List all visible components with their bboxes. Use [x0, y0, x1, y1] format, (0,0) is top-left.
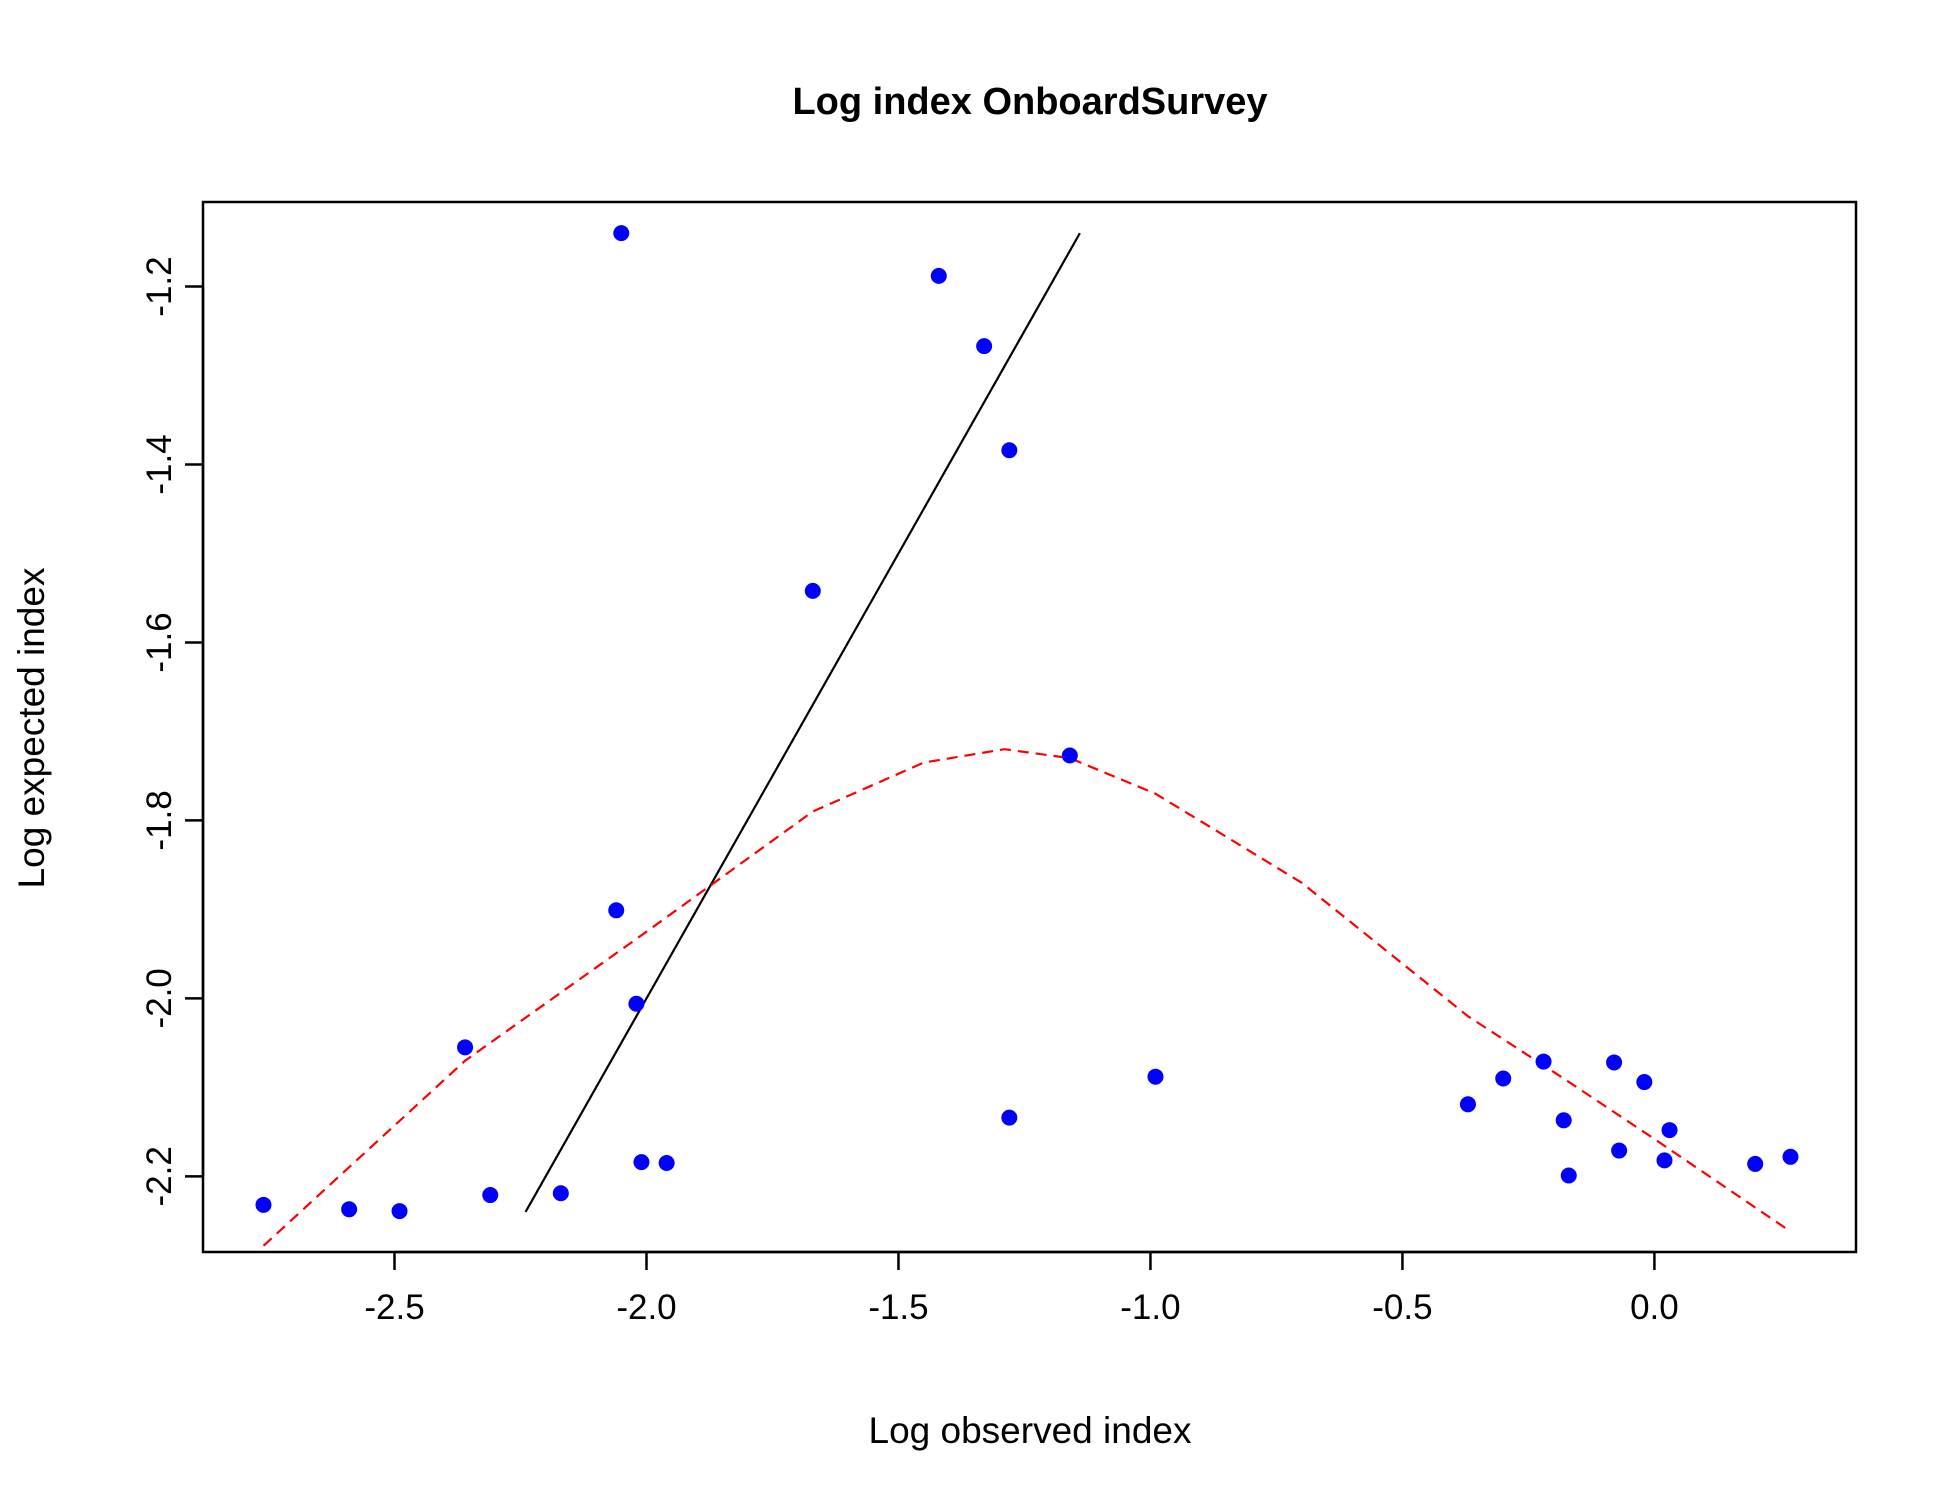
- data-point: [628, 995, 645, 1012]
- x-tick-label: -0.5: [1372, 1288, 1432, 1327]
- data-point: [552, 1185, 569, 1202]
- x-tick-label: -2.5: [364, 1288, 424, 1327]
- data-point: [608, 902, 625, 919]
- data-point: [1782, 1148, 1799, 1165]
- data-point: [1061, 747, 1078, 764]
- y-tick-label: -1.4: [140, 434, 179, 494]
- x-tick-label: 0.0: [1630, 1288, 1679, 1327]
- x-tick-label: -2.0: [616, 1288, 676, 1327]
- data-point: [613, 225, 630, 242]
- data-point: [1606, 1054, 1623, 1071]
- data-point: [255, 1196, 272, 1213]
- x-tick-label: -1.5: [868, 1288, 928, 1327]
- data-point: [1535, 1053, 1552, 1070]
- y-axis: -2.2 -2.0 -1.8 -1.6 -1.4 -1.2: [140, 256, 205, 1207]
- y-tick-label: -1.2: [140, 256, 179, 316]
- data-point: [1001, 1109, 1018, 1126]
- y-tick-label: -1.8: [140, 790, 179, 850]
- data-point: [457, 1039, 474, 1056]
- data-point: [1459, 1096, 1476, 1113]
- data-point: [930, 267, 947, 284]
- data-point: [976, 338, 993, 355]
- data-point: [804, 582, 821, 599]
- data-point: [1495, 1070, 1512, 1087]
- plot-frame: [201, 200, 1858, 1254]
- data-point: [1555, 1112, 1572, 1129]
- x-tick-label: -1.0: [1120, 1288, 1180, 1327]
- data-point: [1001, 442, 1018, 459]
- y-tick-label: -2.2: [140, 1146, 179, 1206]
- x-axis-label: Log observed index: [869, 1410, 1192, 1451]
- data-point: [1656, 1152, 1673, 1169]
- data-point: [633, 1154, 650, 1171]
- y-tick-label: -1.6: [140, 612, 179, 672]
- fit-line: [524, 232, 1081, 1213]
- data-point: [1747, 1155, 1764, 1172]
- y-tick-label: -2.0: [140, 968, 179, 1028]
- smooth-line: [262, 748, 1792, 1247]
- data-point: [1636, 1074, 1653, 1091]
- data-point: [391, 1203, 408, 1220]
- data-point: [482, 1187, 499, 1204]
- data-point: [341, 1201, 358, 1218]
- data-point: [1147, 1068, 1164, 1085]
- data-point: [1661, 1122, 1678, 1139]
- data-point: [658, 1155, 675, 1172]
- plot-area: [255, 225, 1799, 1247]
- data-point: [1611, 1142, 1628, 1159]
- data-point: [1560, 1167, 1577, 1184]
- y-axis-label: Log expected index: [11, 567, 52, 888]
- chart-title: Log index OnboardSurvey: [792, 81, 1267, 123]
- x-axis: -2.5 -2.0 -1.5 -1.0 -0.5 0.0: [364, 1250, 1679, 1327]
